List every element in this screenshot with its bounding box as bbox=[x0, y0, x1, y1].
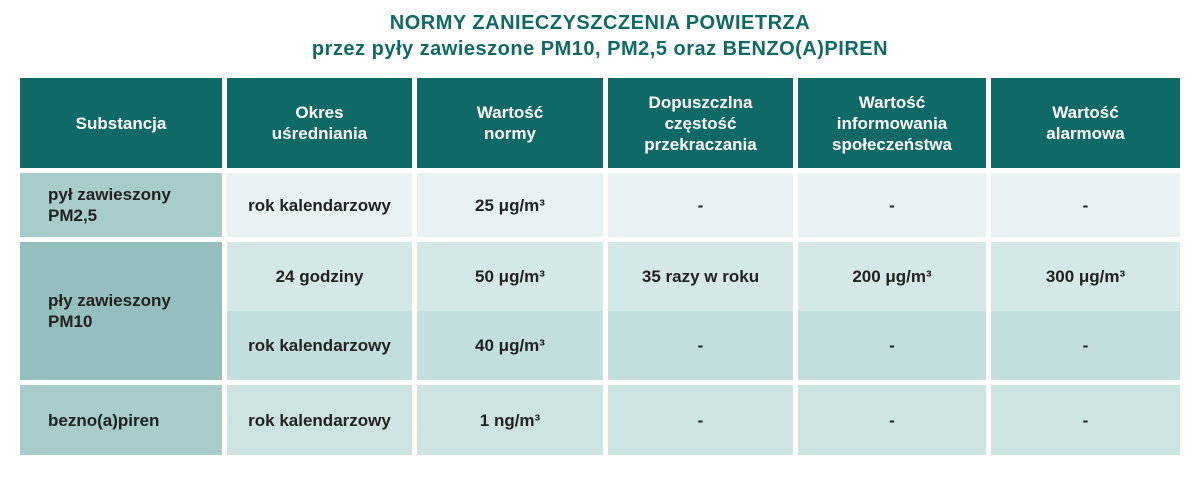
row-pm10-substance: pły zawieszony PM10 bbox=[20, 242, 222, 380]
row-pm10-b-norm: 40 μg/m³ bbox=[417, 311, 603, 380]
table-title: NORMY ZANIECZYSZCZENIA POWIETRZA bbox=[389, 12, 811, 34]
row-bap-period: rok kalendarzowy bbox=[227, 385, 412, 455]
row-pm10-b-info: - bbox=[798, 311, 986, 380]
header-frequency: Dopuszczlna częstość przekraczania bbox=[608, 78, 793, 168]
row-pm10-a-norm: 50 μg/m³ bbox=[417, 242, 603, 311]
header-alarm: Wartość alarmowa bbox=[991, 78, 1180, 168]
row-pm25-info: - bbox=[798, 173, 986, 237]
header-substance: Substancja bbox=[20, 78, 222, 168]
row-pm10-b-frequency: - bbox=[608, 311, 793, 380]
row-pm10-a-period: 24 godziny bbox=[227, 242, 412, 311]
row-pm10-a-alarm: 300 μg/m³ bbox=[991, 242, 1180, 311]
row-pm25-substance: pył zawieszony PM2,5 bbox=[20, 173, 222, 237]
row-bap-info: - bbox=[798, 385, 986, 455]
table-subtitle: przez pyły zawieszone PM10, PM2,5 oraz B… bbox=[311, 38, 889, 60]
row-pm25-norm: 25 μg/m³ bbox=[417, 173, 603, 237]
row-bap-norm: 1 ng/m³ bbox=[417, 385, 603, 455]
row-pm10-a-frequency: 35 razy w roku bbox=[608, 242, 793, 311]
row-pm10-a-info: 200 μg/m³ bbox=[798, 242, 986, 311]
row-pm25-alarm: - bbox=[991, 173, 1180, 237]
row-bap-frequency: - bbox=[608, 385, 793, 455]
row-bap-alarm: - bbox=[991, 385, 1180, 455]
row-pm25-frequency: - bbox=[608, 173, 793, 237]
header-period: Okres uśredniania bbox=[227, 78, 412, 168]
row-pm25-period: rok kalendarzowy bbox=[227, 173, 412, 237]
header-norm: Wartość normy bbox=[417, 78, 603, 168]
row-pm10-b-alarm: - bbox=[991, 311, 1180, 380]
header-info: Wartość informowania społeczeństwa bbox=[798, 78, 986, 168]
row-pm10-b-period: rok kalendarzowy bbox=[227, 311, 412, 380]
row-bap-substance: bezno(a)piren bbox=[20, 385, 222, 455]
